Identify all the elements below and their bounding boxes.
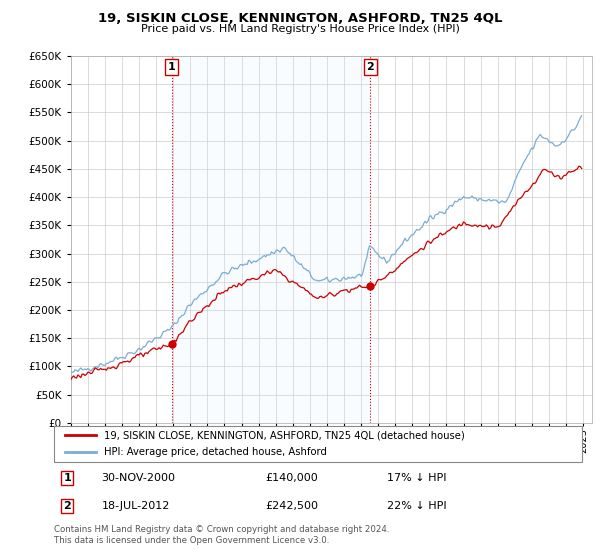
Text: Price paid vs. HM Land Registry's House Price Index (HPI): Price paid vs. HM Land Registry's House … [140, 24, 460, 34]
FancyBboxPatch shape [54, 426, 582, 462]
Text: 19, SISKIN CLOSE, KENNINGTON, ASHFORD, TN25 4QL: 19, SISKIN CLOSE, KENNINGTON, ASHFORD, T… [98, 12, 502, 25]
Text: 22% ↓ HPI: 22% ↓ HPI [386, 501, 446, 511]
Text: £140,000: £140,000 [265, 473, 318, 483]
Text: 18-JUL-2012: 18-JUL-2012 [101, 501, 170, 511]
Text: 30-NOV-2000: 30-NOV-2000 [101, 473, 176, 483]
Bar [172, 56, 370, 423]
Text: 2: 2 [367, 62, 374, 72]
Text: 2: 2 [64, 501, 71, 511]
Text: 1: 1 [168, 62, 176, 72]
Text: 1: 1 [64, 473, 71, 483]
Text: Contains HM Land Registry data © Crown copyright and database right 2024.
This d: Contains HM Land Registry data © Crown c… [54, 525, 389, 545]
Text: HPI: Average price, detached house, Ashford: HPI: Average price, detached house, Ashf… [104, 447, 327, 457]
Text: 17% ↓ HPI: 17% ↓ HPI [386, 473, 446, 483]
Text: £242,500: £242,500 [265, 501, 318, 511]
Text: 19, SISKIN CLOSE, KENNINGTON, ASHFORD, TN25 4QL (detached house): 19, SISKIN CLOSE, KENNINGTON, ASHFORD, T… [104, 431, 465, 440]
